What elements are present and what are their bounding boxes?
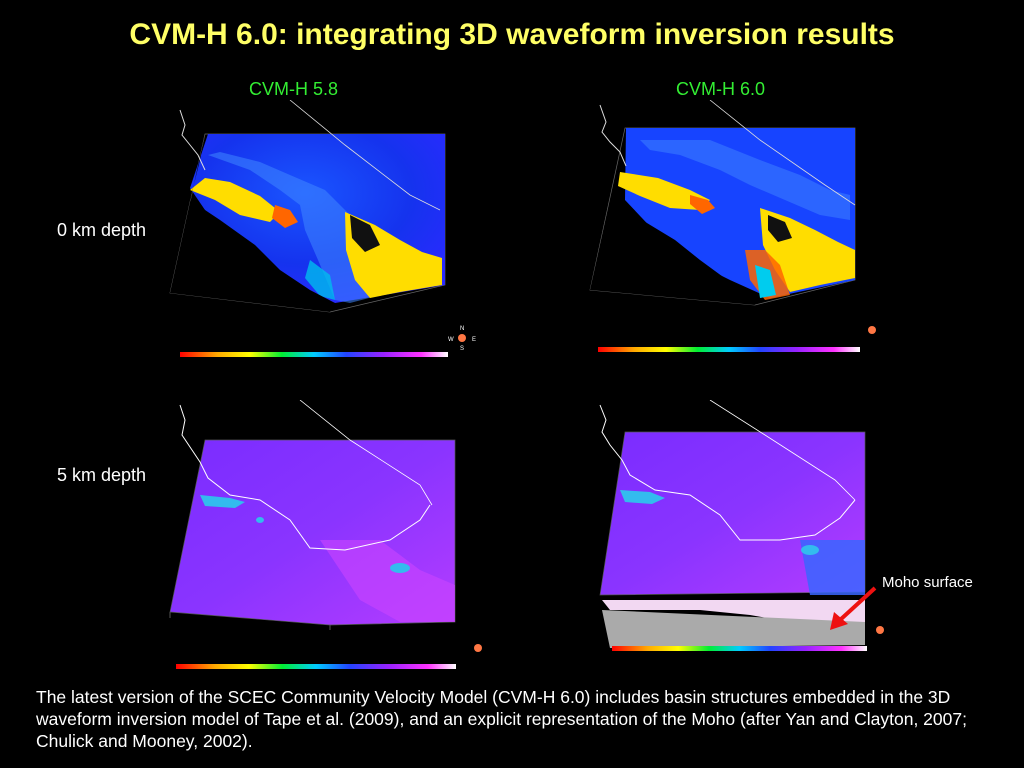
- column-label-cvmh-60: CVM-H 6.0: [676, 79, 766, 99]
- slide-title: CVM-H 6.0: integrating 3D waveform inver…: [129, 18, 895, 51]
- moho-arrow-icon: [830, 586, 877, 630]
- compass-rose-icon: [458, 334, 466, 342]
- model-panel-60-5km: [599, 400, 884, 651]
- moho-annotation: Moho surface: [882, 574, 973, 591]
- compass-e: E: [472, 337, 476, 343]
- compass-n: N: [460, 326, 464, 332]
- model-panel-58-5km: [169, 400, 482, 669]
- compass-w: W: [448, 337, 454, 343]
- model-panel-58-0km: N S E W: [169, 100, 476, 357]
- row-label-0km: 0 km depth: [57, 220, 147, 240]
- model-panel-60-0km: [589, 100, 876, 352]
- compass-rose-icon: [876, 626, 884, 634]
- compass-s: S: [460, 346, 464, 352]
- compass-rose-icon: [868, 326, 876, 334]
- caption: The latest version of the SCEC Community…: [36, 687, 967, 751]
- row-label-5km: 5 km depth: [57, 465, 147, 485]
- column-label-cvmh-58: CVM-H 5.8: [249, 79, 339, 99]
- compass-rose-icon: [474, 644, 482, 652]
